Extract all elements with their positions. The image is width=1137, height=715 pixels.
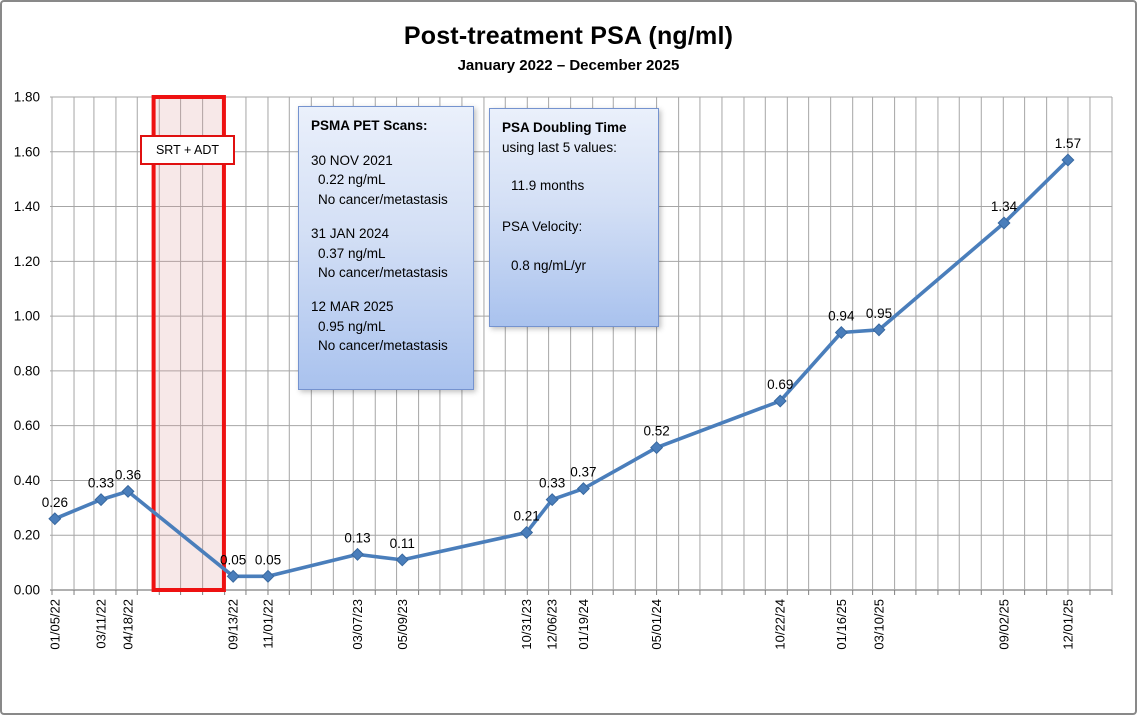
y-axis-label: 1.80 (14, 90, 40, 105)
x-axis-label: 01/05/22 (47, 599, 62, 650)
scan-value: 0.95 ng/mL (318, 318, 386, 334)
y-axis-label: 0.40 (14, 473, 40, 488)
y-axis-label: 1.00 (14, 309, 40, 324)
data-point-label: 0.05 (255, 552, 281, 567)
x-axis-label: 09/02/25 (997, 599, 1012, 650)
data-point-label: 0.94 (828, 309, 855, 324)
data-point-marker (545, 493, 559, 507)
scan-note: No cancer/metastasis (318, 192, 448, 208)
x-axis-label: 10/31/23 (519, 599, 534, 650)
data-point-marker (261, 569, 275, 583)
x-axis-label: 01/16/25 (834, 599, 849, 650)
pdt-value: 11.9 months (511, 178, 585, 194)
x-axis-label: 05/01/24 (649, 599, 664, 650)
data-point-label: 1.34 (991, 199, 1018, 214)
psa-doubling-time-box: PSA Doubling Time using last 5 values: 1… (489, 108, 659, 327)
data-point-marker (350, 547, 365, 561)
x-axis-label: 05/09/23 (395, 599, 410, 650)
data-point-marker (650, 441, 664, 455)
x-axis-label: 04/18/22 (121, 599, 136, 650)
data-point-label: 0.69 (767, 377, 793, 392)
scan-entry: 31 JAN 2024 0.37 ng/mL No cancer/metasta… (311, 224, 461, 283)
pdt-box-subtitle: using last 5 values: (502, 139, 617, 155)
scan-note: No cancer/metastasis (318, 338, 448, 354)
y-axis-label: 1.40 (14, 199, 40, 214)
data-point-label: 0.33 (88, 476, 114, 491)
data-point-label: 0.05 (220, 552, 246, 567)
data-point-marker (121, 484, 135, 498)
y-axis-label: 0.20 (14, 528, 40, 543)
x-axis-label: 12/01/25 (1060, 599, 1075, 650)
psma-pet-scans-box: PSMA PET Scans: 30 NOV 2021 0.22 ng/mL N… (298, 106, 474, 390)
y-axis-label: 1.60 (14, 144, 40, 159)
treatment-annotation-text: SRT + ADT (155, 143, 220, 157)
y-axis-label: 0.80 (14, 363, 40, 378)
data-point-marker (834, 326, 848, 340)
psa-velocity-value: 0.8 ng/mL/yr (511, 257, 587, 273)
chart-title: Post-treatment PSA (ng/ml) (403, 22, 734, 50)
data-point-marker (94, 493, 108, 507)
x-axis-label: 03/10/25 (871, 599, 886, 650)
psa-velocity-label: PSA Velocity: (502, 219, 583, 235)
x-axis-label: 10/22/24 (773, 599, 788, 650)
data-point-marker (576, 482, 590, 496)
treatment-region-border (151, 95, 226, 592)
scan-value: 0.37 ng/mL (318, 245, 386, 261)
scan-note: No cancer/metastasis (318, 265, 448, 281)
scan-entry: 30 NOV 2021 0.22 ng/mL No cancer/metasta… (311, 151, 461, 210)
data-point-label: 0.36 (115, 467, 141, 482)
data-point-marker (520, 525, 534, 539)
scan-entry: 12 MAR 2025 0.95 ng/mL No cancer/metasta… (311, 297, 461, 356)
x-axis-label: 01/19/24 (576, 599, 591, 650)
data-point-label: 0.52 (643, 424, 669, 439)
data-point-label: 0.95 (866, 306, 892, 321)
data-point-label: 1.57 (1055, 136, 1081, 151)
scan-value: 0.22 ng/mL (318, 172, 386, 188)
data-point-label: 0.21 (513, 508, 539, 523)
scan-date: 30 NOV 2021 (311, 152, 393, 168)
data-point-marker (872, 323, 886, 337)
psa-series-line (53, 158, 1070, 579)
data-point-marker (1061, 153, 1075, 167)
psma-box-title: PSMA PET Scans: (311, 118, 428, 133)
data-point-label: 0.13 (344, 530, 370, 545)
data-point-marker (395, 553, 409, 567)
pdt-box-title: PSA Doubling Time (502, 120, 627, 135)
data-point-label: 0.37 (570, 465, 596, 480)
treatment-annotation-label: SRT + ADT (140, 135, 235, 165)
y-axis-label: 0.60 (14, 418, 40, 433)
data-point-label: 0.33 (539, 476, 565, 491)
chart-subtitle: January 2022 – December 2025 (457, 57, 680, 74)
data-point-marker (773, 394, 787, 408)
x-axis-label: 03/11/22 (94, 599, 109, 649)
data-point-label: 0.26 (42, 495, 68, 510)
scan-date: 31 JAN 2024 (311, 225, 390, 241)
x-axis-label: 11/01/22 (260, 599, 275, 649)
data-point-marker (997, 216, 1011, 230)
y-axis-label: 1.20 (14, 254, 40, 269)
data-point-marker (226, 569, 240, 583)
data-point-marker (48, 512, 62, 526)
x-axis-label: 12/06/23 (545, 599, 560, 650)
x-axis-label: 09/13/22 (226, 599, 241, 650)
data-point-label: 0.11 (390, 536, 415, 551)
scan-date: 12 MAR 2025 (311, 298, 394, 314)
treatment-region-fill (153, 97, 224, 590)
y-axis-label: 0.00 (14, 583, 40, 598)
x-axis-label: 03/07/23 (350, 599, 365, 650)
